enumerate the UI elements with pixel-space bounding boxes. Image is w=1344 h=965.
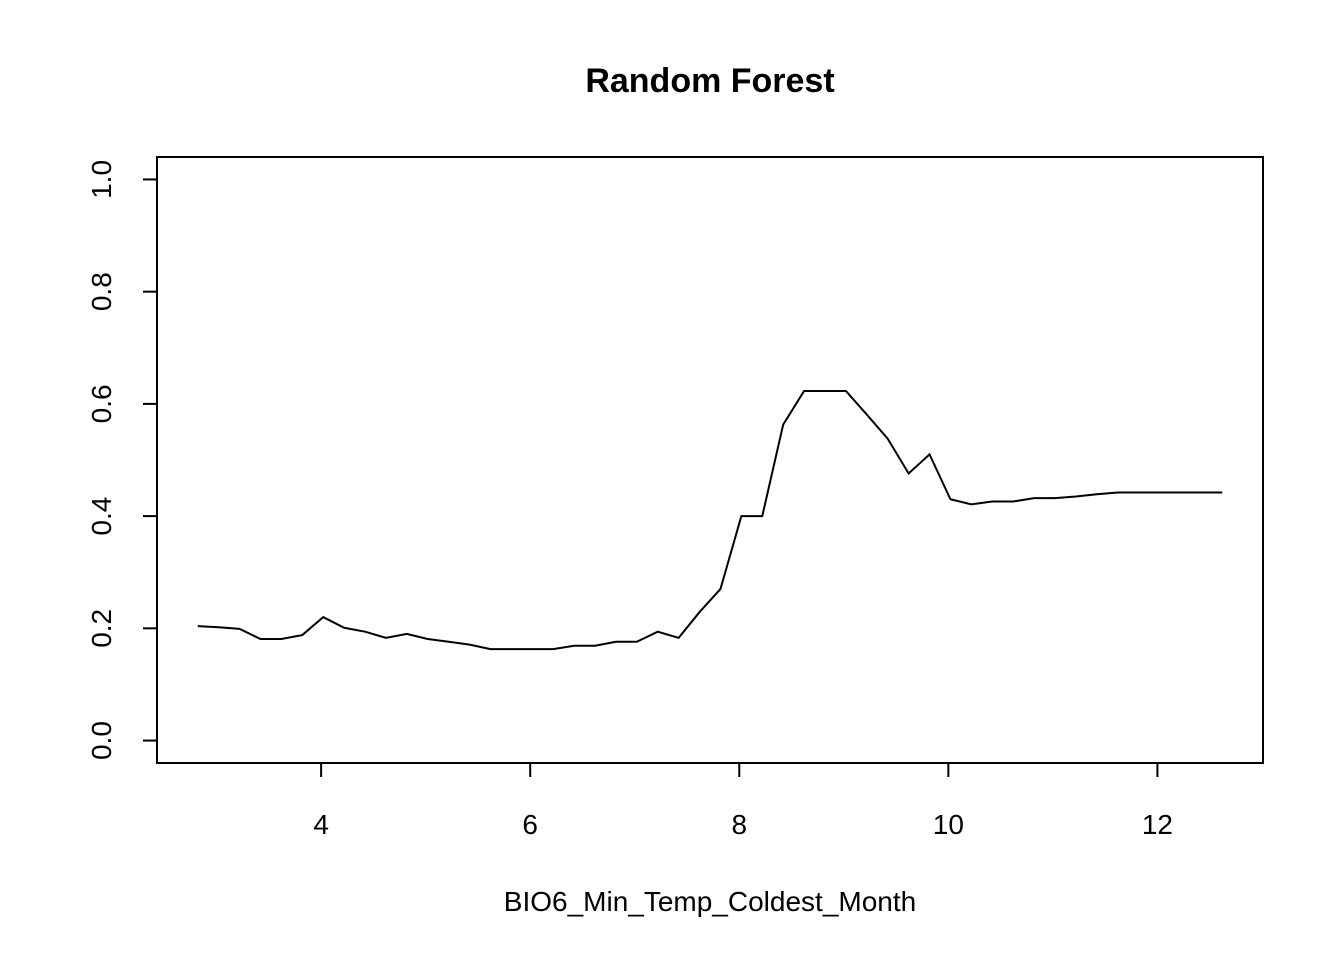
x-tick-label: 12 — [1142, 809, 1173, 840]
x-tick-label: 10 — [933, 809, 964, 840]
x-tick-label: 6 — [522, 809, 538, 840]
chart-title: Random Forest — [585, 62, 834, 100]
y-tick-label: 0.4 — [86, 497, 117, 536]
x-tick-label: 4 — [313, 809, 329, 840]
y-tick-label: 0.0 — [86, 721, 117, 760]
line — [197, 389, 1223, 651]
x-axis-label: BIO6_Min_Temp_Coldest_Month — [504, 886, 916, 917]
plot-frame — [156, 156, 1264, 764]
y-tick-label: 0.8 — [86, 272, 117, 311]
y-tick-label: 0.2 — [86, 609, 117, 648]
x-tick-label: 8 — [731, 809, 747, 840]
y-tick-label: 1.0 — [86, 160, 117, 199]
y-tick-label: 0.6 — [86, 384, 117, 423]
